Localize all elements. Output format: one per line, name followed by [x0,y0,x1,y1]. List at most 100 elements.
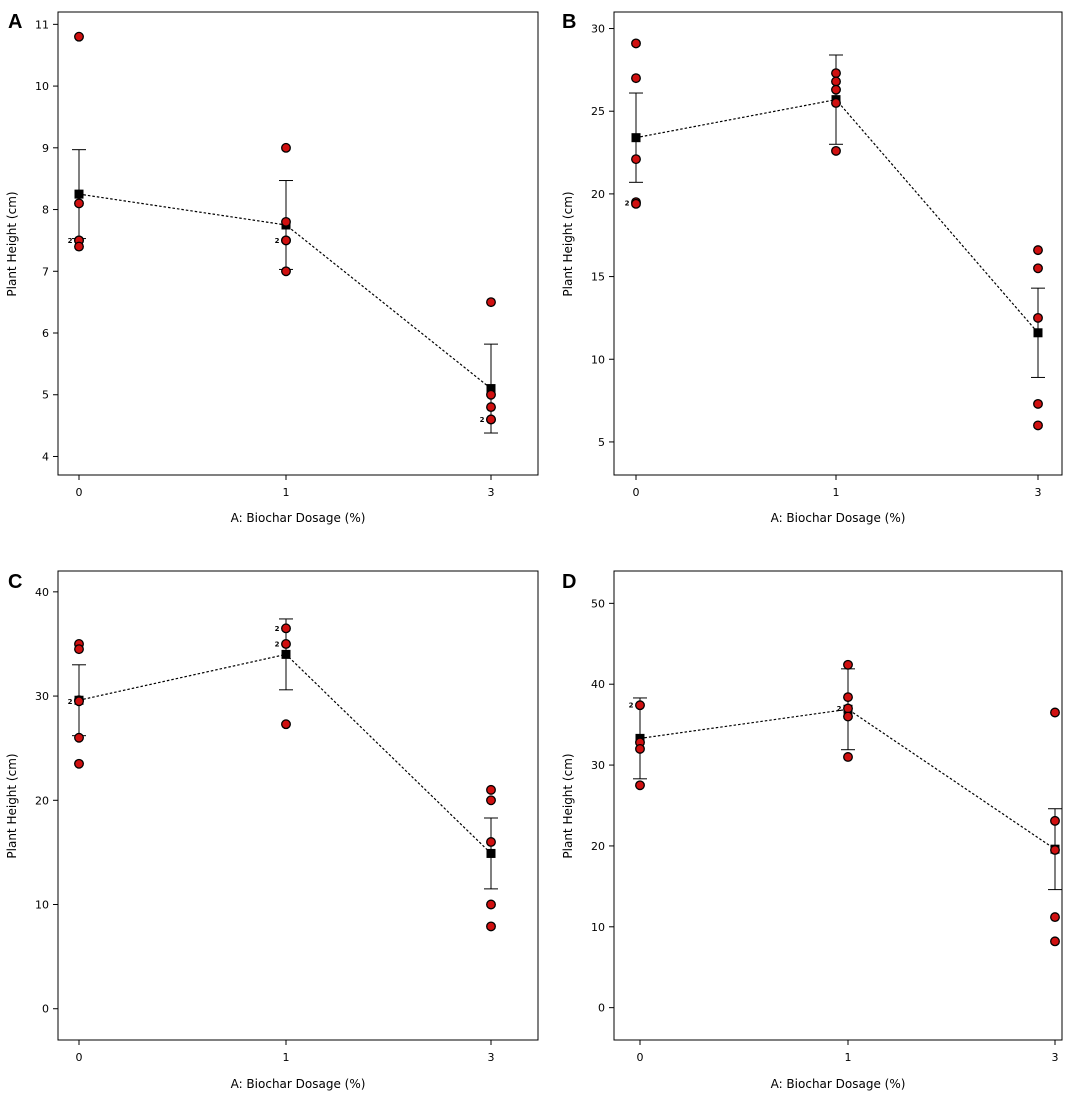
data-point [486,389,496,400]
overlap-count-label: 2 [837,705,842,713]
y-tick-label: 0 [598,1002,605,1015]
panel-letter: C [8,571,22,593]
data-point [74,732,84,743]
mean-marker [74,189,84,199]
y-axis-label: Plant Height (cm) [5,753,19,858]
data-point [831,68,841,79]
mean-trend-line [78,653,492,854]
data-point [281,623,291,634]
panel-c: C 0 10 20 30 40 0 1 3 A: Biochar Dosage (%) Plant … [5,570,539,1091]
data-point [631,198,641,209]
plot-frame [57,11,539,476]
x-tick-label: 1 [833,486,840,499]
x-tick-label: 1 [283,486,290,499]
x-tick-label: 3 [488,486,495,499]
x-tick-label: 1 [283,1051,290,1064]
data-point [843,703,853,714]
data-point [1033,420,1043,431]
y-tick-label: 20 [591,188,605,201]
overlap-count-label: 2 [68,237,73,245]
mean-marker [281,649,291,659]
overlap-count-label: 2 [629,702,634,710]
x-tick-label: 3 [1035,486,1042,499]
data-point [631,154,641,165]
x-tick-label: 0 [637,1051,644,1064]
y-tick-label: 0 [42,1003,49,1016]
overlap-count-label: 2 [275,625,280,633]
data-point [281,719,291,730]
x-axis-label: A: Biochar Dosage (%) [771,1077,906,1091]
mean-marker [486,848,496,858]
data-point [635,700,645,711]
y-tick-label: 30 [591,23,605,36]
data-point [1033,398,1043,409]
x-tick-label: 0 [76,486,83,499]
data-point [1033,245,1043,256]
y-tick-label: 30 [591,759,605,772]
data-point [74,758,84,769]
y-tick-label: 7 [42,265,49,278]
panel-letter: D [562,571,576,593]
x-axis-label: A: Biochar Dosage (%) [771,511,906,525]
y-tick-label: 9 [42,142,49,155]
y-tick-label: 40 [591,678,605,691]
overlap-count-label: 2 [68,698,73,706]
panel-b: B 5 10 15 20 25 30 0 1 3 A: Biochar Dosage (%) Plan… [561,11,1063,525]
y-tick-label: 10 [591,353,605,366]
data-point [486,297,496,308]
data-point [1050,815,1060,826]
data-point [486,784,496,795]
x-tick-label: 3 [488,1051,495,1064]
plot-frame [613,11,1063,476]
data-point [281,639,291,649]
overlap-count-label: 2 [275,640,280,648]
data-point [631,38,641,49]
data-point [831,84,841,95]
y-tick-label: 25 [591,105,605,118]
mean-trend-line [635,98,1039,334]
data-point [74,198,84,209]
data-point [281,216,291,227]
y-tick-label: 20 [35,794,49,807]
x-axis-label: A: Biochar Dosage (%) [231,1077,366,1091]
data-point [843,659,853,670]
data-point [486,402,496,413]
data-point [631,73,641,84]
y-tick-label: 8 [42,204,49,217]
data-point [1050,845,1060,855]
y-tick-label: 15 [591,271,605,284]
data-point [281,142,291,153]
data-point [843,711,853,722]
data-point [486,921,496,932]
mean-marker [1033,328,1043,338]
y-axis-label: Plant Height (cm) [561,191,575,296]
y-axis-label: Plant Height (cm) [5,191,19,296]
data-point [281,235,291,246]
data-point [281,266,291,277]
y-tick-label: 10 [35,899,49,912]
y-tick-label: 6 [42,327,49,340]
data-point [1050,707,1060,718]
data-point [635,780,645,791]
panel-letter: A [8,11,22,33]
y-tick-label: 10 [35,80,49,93]
y-tick-label: 5 [42,389,49,402]
x-tick-label: 1 [845,1051,852,1064]
data-point [843,752,853,762]
data-point [831,97,841,108]
data-point [74,696,84,707]
y-tick-label: 40 [35,586,49,599]
y-tick-label: 30 [35,690,49,703]
overlap-count-label: 2 [625,199,630,207]
overlap-count-label: 2 [480,416,485,424]
data-point [1033,263,1043,274]
y-tick-label: 4 [42,450,49,463]
x-axis-label: A: Biochar Dosage (%) [231,511,366,525]
x-tick-label: 3 [1052,1051,1059,1064]
x-tick-label: 0 [76,1051,83,1064]
plot-frame [613,570,1063,1041]
x-tick-label: 0 [633,486,640,499]
data-point [74,644,84,655]
data-point [486,795,496,806]
